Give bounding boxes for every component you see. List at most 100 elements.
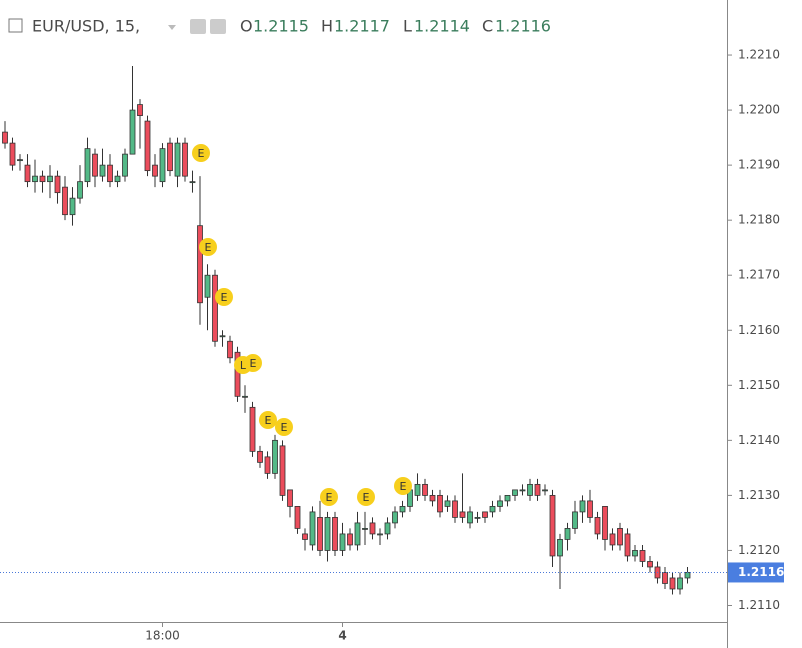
event-marker[interactable] xyxy=(199,238,217,256)
candle-body xyxy=(354,522,361,546)
y-tick-label: 1.2190 xyxy=(738,158,780,172)
candle-body xyxy=(422,483,428,496)
ohlc-value: 1.2115 xyxy=(253,17,309,36)
candle-body xyxy=(617,528,623,546)
candle-body xyxy=(272,439,278,474)
candle-body xyxy=(429,494,436,502)
event-marker-label: E xyxy=(265,414,272,427)
candle-body xyxy=(549,494,556,557)
candle-body xyxy=(579,500,586,513)
y-tick-label: 1.2110 xyxy=(738,598,780,612)
ohlc-label: C xyxy=(482,17,493,36)
candle-body xyxy=(414,483,421,496)
event-marker[interactable] xyxy=(275,418,293,436)
candle-body xyxy=(114,175,121,183)
candle-body xyxy=(84,148,91,183)
candle-body xyxy=(294,506,301,529)
candle-body xyxy=(62,186,68,216)
candle-body xyxy=(624,533,631,557)
candle-body xyxy=(129,109,136,155)
candle-body xyxy=(482,511,488,518)
y-tick-label: 1.2150 xyxy=(738,378,780,392)
candle-body xyxy=(594,517,601,535)
chart-title: EUR/USD, 15, xyxy=(32,17,140,36)
candle-body xyxy=(557,539,563,557)
candle-body xyxy=(437,494,443,513)
event-marker[interactable] xyxy=(192,144,210,162)
candle-body xyxy=(317,517,323,551)
candle-body xyxy=(362,528,368,530)
candle-body xyxy=(249,406,256,452)
candle-body xyxy=(39,175,46,183)
event-marker[interactable] xyxy=(244,354,262,372)
dropdown-arrow[interactable] xyxy=(168,25,176,30)
candle-body xyxy=(137,104,143,116)
candle-body xyxy=(197,225,203,304)
candle-body xyxy=(339,533,346,551)
candle-body xyxy=(2,131,8,144)
event-marker[interactable] xyxy=(357,488,375,506)
event-marker[interactable] xyxy=(320,488,338,506)
candle-body xyxy=(99,164,106,177)
candle-body xyxy=(189,181,196,184)
candle-body xyxy=(452,500,458,518)
candle-body xyxy=(647,561,653,568)
candle-body xyxy=(564,528,571,540)
eye-icon[interactable] xyxy=(190,19,206,34)
candle-body xyxy=(542,489,548,492)
candle-body xyxy=(587,500,593,518)
candle-body xyxy=(504,494,511,502)
candle-body xyxy=(347,533,353,546)
candle-body xyxy=(287,489,293,507)
candle-body xyxy=(572,511,578,529)
candle-body xyxy=(377,533,383,536)
candle-body xyxy=(474,517,481,519)
event-marker-label: E xyxy=(281,421,288,434)
candle-body xyxy=(92,153,98,177)
candle-body xyxy=(444,500,451,507)
candle-body xyxy=(309,511,316,546)
symbol-icon[interactable] xyxy=(8,18,23,33)
candle-body xyxy=(257,450,263,463)
candle-body xyxy=(174,142,181,177)
y-tick-label: 1.2160 xyxy=(738,323,780,337)
event-marker[interactable] xyxy=(394,477,412,495)
event-marker-label: L xyxy=(240,359,247,372)
settings-icon[interactable] xyxy=(210,19,226,34)
candle-body xyxy=(609,533,616,546)
event-marker-label: E xyxy=(250,357,257,370)
y-tick-label: 1.2140 xyxy=(738,433,780,447)
candle-body xyxy=(534,483,541,496)
candle-body xyxy=(152,164,158,177)
candle-body xyxy=(159,148,166,183)
candle-body xyxy=(144,120,151,172)
candle-body xyxy=(512,489,518,496)
candle-body xyxy=(77,181,83,199)
ohlc-value: 1.2114 xyxy=(414,17,470,36)
candle-body xyxy=(264,456,271,474)
candle-body xyxy=(69,197,76,216)
candle-body xyxy=(684,572,691,579)
ohlc-value: 1.2117 xyxy=(334,17,390,36)
candle-body xyxy=(219,335,226,338)
candle-body xyxy=(324,517,331,551)
candle-body xyxy=(399,506,406,513)
candle-body xyxy=(279,445,286,496)
event-marker-label: E xyxy=(221,291,228,304)
y-tick-label: 1.2180 xyxy=(738,213,780,227)
candle-body xyxy=(669,577,676,590)
candle-body xyxy=(662,572,668,584)
candle-body xyxy=(527,483,533,496)
y-tick-label: 1.2200 xyxy=(738,103,780,117)
candle-body xyxy=(519,489,526,492)
x-tick-label: 18:00 xyxy=(145,629,180,643)
ohlc-label: O xyxy=(240,17,253,36)
event-marker[interactable] xyxy=(259,411,277,429)
candle-body xyxy=(602,506,608,540)
candle-body xyxy=(459,511,466,518)
event-marker[interactable] xyxy=(215,288,233,306)
candle-body xyxy=(32,175,38,183)
event-marker-label: E xyxy=(363,491,370,504)
